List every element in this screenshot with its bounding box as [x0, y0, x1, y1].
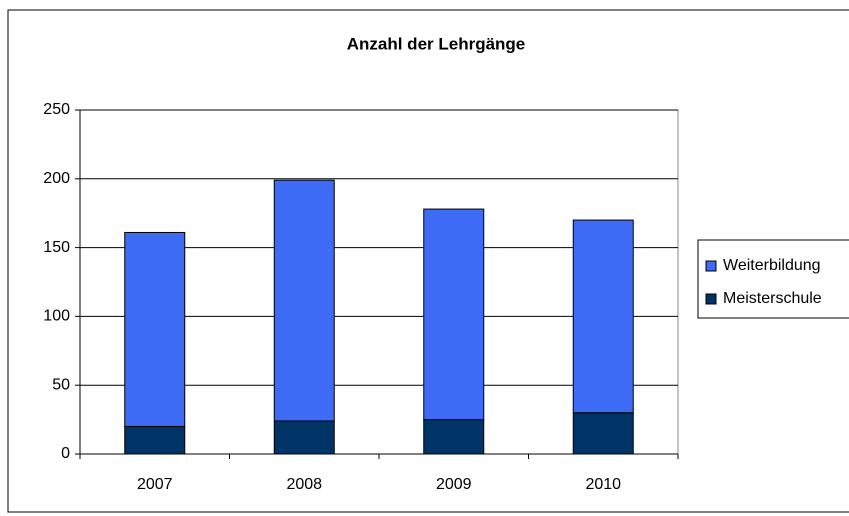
bar-segment [273, 179, 335, 422]
legend-label: Meisterschule [723, 290, 822, 307]
y-tick-label: 250 [43, 101, 70, 118]
y-tick-label: 100 [43, 308, 70, 325]
y-tick-label: 200 [43, 170, 70, 187]
bar-segment [423, 208, 485, 421]
bar-segment [572, 412, 634, 455]
legend-label: Weiterbildung [723, 257, 821, 274]
y-tick-label: 50 [52, 376, 70, 393]
legend-swatch [705, 293, 717, 305]
legend-box [697, 239, 849, 319]
x-tick-label: 2010 [585, 476, 621, 493]
bar-segment [124, 425, 186, 455]
y-tick-label: 150 [43, 239, 70, 256]
bar-segment [124, 231, 186, 427]
x-tick-label: 2009 [436, 476, 472, 493]
x-tick-label: 2008 [286, 476, 322, 493]
y-tick-label: 0 [61, 445, 70, 462]
chart-title: Anzahl der Lehrgänge [347, 34, 526, 53]
bar-segment [572, 219, 634, 414]
legend-swatch [705, 260, 717, 272]
x-tick-label: 2007 [137, 476, 173, 493]
bar-segment [273, 420, 335, 455]
bar-segment [423, 419, 485, 455]
